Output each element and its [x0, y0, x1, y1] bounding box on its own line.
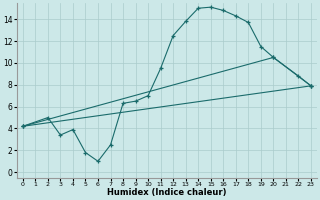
X-axis label: Humidex (Indice chaleur): Humidex (Indice chaleur) — [107, 188, 227, 197]
